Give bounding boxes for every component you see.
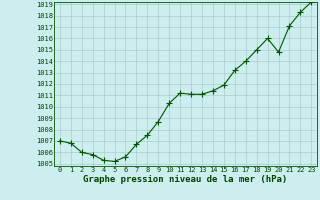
- X-axis label: Graphe pression niveau de la mer (hPa): Graphe pression niveau de la mer (hPa): [84, 175, 288, 184]
